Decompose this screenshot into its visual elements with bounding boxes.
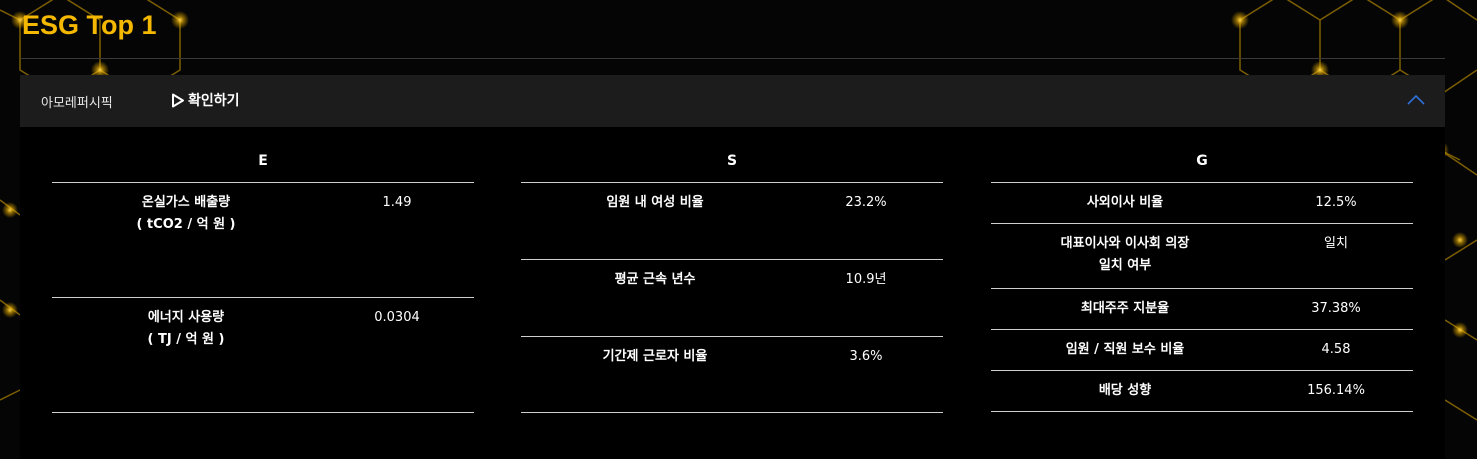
column-header-e: E <box>52 151 474 183</box>
governance-column: G 사외이사 비율 12.5% 대표이사와 이사회 의장 일치 여부 일치 최대… <box>991 151 1413 412</box>
metric-value: 37.38% <box>1311 301 1361 316</box>
column-header-g: G <box>991 151 1413 183</box>
metric-label-line: 온실가스 배출량 <box>141 195 231 210</box>
esg-panel: 아모레퍼시픽 확인하기 E 온실가스 배출량 ( tCO2 / 억 원 ) 1.… <box>20 75 1445 459</box>
metric-value: 10.9년 <box>845 272 887 287</box>
confirm-label: 확인하기 <box>188 93 240 109</box>
company-name: 아모레퍼시픽 <box>41 96 113 111</box>
table-row: 에너지 사용량 ( TJ / 억 원 ) 0.0304 <box>52 298 474 413</box>
table-row: 대표이사와 이사회 의장 일치 여부 일치 <box>991 224 1413 289</box>
metric-label: 온실가스 배출량 ( tCO2 / 억 원 ) <box>52 183 320 297</box>
metric-label-line: 일치 여부 <box>1098 258 1152 273</box>
metric-label-line: 에너지 사용량 <box>147 310 225 325</box>
metric-label: 대표이사와 이사회 의장 일치 여부 <box>991 224 1259 288</box>
table-row: 임원 내 여성 비율 23.2% <box>521 183 943 260</box>
metric-label: 기간제 근로자 비율 <box>602 349 708 364</box>
metric-label-line: 대표이사와 이사회 의장 <box>1060 236 1190 251</box>
social-column: S 임원 내 여성 비율 23.2% 평균 근속 년수 10.9년 기간제 근로… <box>521 151 943 413</box>
metric-unit: ( tCO2 / 억 원 ) <box>136 217 236 232</box>
metric-value: 12.5% <box>1315 195 1357 210</box>
table-row: 평균 근속 년수 10.9년 <box>521 260 943 337</box>
title-divider <box>20 58 1445 59</box>
panel-header[interactable]: 아모레퍼시픽 확인하기 <box>20 75 1445 127</box>
metric-label: 사외이사 비율 <box>1086 195 1164 210</box>
metric-value: 23.2% <box>845 195 887 210</box>
column-header-s: S <box>521 151 943 183</box>
metric-unit: ( TJ / 억 원 ) <box>147 332 225 347</box>
table-row: 온실가스 배출량 ( tCO2 / 억 원 ) 1.49 <box>52 183 474 298</box>
table-row: 임원 / 직원 보수 비율 4.58 <box>991 330 1413 371</box>
metric-value: 4.58 <box>1321 342 1351 357</box>
table-row: 배당 성향 156.14% <box>991 371 1413 412</box>
metric-label: 임원 / 직원 보수 비율 <box>1065 342 1185 357</box>
confirm-link[interactable]: 확인하기 <box>171 90 240 110</box>
metric-value: 3.6% <box>849 349 883 364</box>
page-title: ESG Top 1 <box>22 10 157 40</box>
table-row: 기간제 근로자 비율 3.6% <box>521 337 943 413</box>
chevron-up-icon[interactable] <box>1407 93 1425 107</box>
play-outline-icon <box>172 93 184 107</box>
metric-label: 에너지 사용량 ( TJ / 억 원 ) <box>52 298 320 412</box>
environment-column: E 온실가스 배출량 ( tCO2 / 억 원 ) 1.49 에너지 사용량 (… <box>52 151 474 413</box>
table-row: 최대주주 지분율 37.38% <box>991 289 1413 330</box>
metric-label: 최대주주 지분율 <box>1080 301 1170 316</box>
metric-value: 0.0304 <box>374 310 420 325</box>
metric-value: 일치 <box>1324 236 1348 251</box>
metric-value: 1.49 <box>382 195 412 210</box>
metric-label: 임원 내 여성 비율 <box>606 195 704 210</box>
table-row: 사외이사 비율 12.5% <box>991 183 1413 224</box>
metric-label: 평균 근속 년수 <box>614 272 696 287</box>
metric-value: 156.14% <box>1307 383 1365 398</box>
metric-label: 배당 성향 <box>1098 383 1152 398</box>
